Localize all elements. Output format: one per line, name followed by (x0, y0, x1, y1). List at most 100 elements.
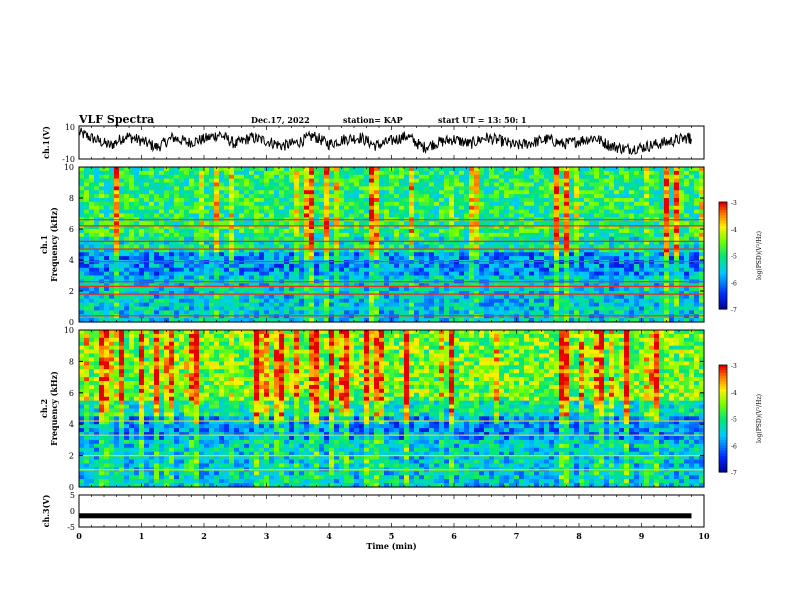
spectrogram-cell (389, 182, 395, 187)
spectrogram-cell (389, 248, 395, 253)
spectrogram-cell (134, 209, 140, 215)
spectrogram-cell (659, 213, 665, 218)
spectrogram-cell (534, 248, 540, 253)
spectrogram-cell (424, 291, 430, 296)
spectrogram-cell (274, 186, 280, 191)
spectrogram-cell (79, 267, 85, 273)
spectrogram-cell (299, 194, 305, 199)
spectrogram-cell (329, 182, 335, 187)
spectrogram-cell (559, 221, 565, 226)
spectrogram-cell (179, 306, 185, 311)
spectrogram-cell (314, 236, 320, 242)
spectrogram-cell (449, 267, 455, 273)
spectrogram-cell (424, 275, 430, 280)
spectrogram-cell (254, 236, 260, 242)
spectrogram-cell (529, 167, 535, 172)
spectrogram-cell (459, 205, 465, 211)
spectrogram-cell (569, 194, 575, 199)
spectrogram-cell (594, 205, 600, 211)
spectrogram-cell (634, 314, 640, 319)
spectrogram-cell (259, 252, 265, 257)
spectrogram-cell (624, 198, 630, 203)
spectrogram-cell (619, 287, 625, 292)
spectrogram-cell (654, 294, 660, 300)
spectrogram-cell (289, 201, 295, 207)
spectrogram-cell (634, 318, 640, 323)
spectrogram-cell (364, 198, 370, 203)
spectrogram-cell (654, 178, 660, 184)
spectrogram-cell (209, 318, 215, 323)
spectrogram-cell (214, 302, 220, 308)
spectrogram-cell (364, 244, 370, 249)
spectrogram-cell (334, 194, 340, 199)
spectrogram-cell (654, 205, 660, 211)
spectrogram-cell (274, 252, 280, 257)
spectrogram-cell (464, 244, 470, 249)
spectrogram-cell (349, 271, 355, 277)
spectrogram-cell (324, 190, 330, 195)
spectrogram-cell (494, 213, 500, 218)
spectrogram-cell (329, 205, 335, 211)
spectrogram-cell (524, 209, 530, 215)
spectrogram-cell (369, 275, 375, 280)
spectrogram-cell (219, 201, 225, 207)
spectrogram-cell (284, 225, 290, 230)
spectrogram-cell (94, 291, 100, 296)
spectrogram-cell (664, 314, 670, 319)
spectrogram-cell (79, 263, 85, 269)
spectrogram-cell (549, 275, 555, 280)
spectrogram-cell (249, 318, 255, 323)
spectrogram-cell (424, 248, 430, 253)
spectrogram-cell (494, 248, 500, 253)
spectrogram-cell (104, 186, 110, 191)
spectrogram-cell (549, 174, 555, 180)
spectrogram-cell (299, 167, 305, 172)
spectrogram-cell (394, 314, 400, 319)
spectrogram-cell (559, 194, 565, 199)
spectrogram-cell (344, 256, 350, 261)
spectrogram-cell (239, 263, 245, 269)
spectrogram-cell (184, 252, 190, 257)
spectrogram-cell (264, 267, 270, 273)
spectrogram-cell (409, 236, 415, 242)
spectrogram-cell (309, 275, 315, 280)
spectrogram-cell (374, 283, 380, 288)
spectrogram-cell (604, 240, 610, 246)
spectrogram-cell (149, 194, 155, 199)
spectrogram-cell (424, 170, 430, 176)
spectrogram-cell (674, 260, 680, 265)
spectrogram-cell (149, 267, 155, 273)
spectrogram-cell (359, 306, 365, 311)
spectrogram-cell (594, 314, 600, 319)
spectrogram-cell (419, 318, 425, 323)
spectrogram-cell (144, 201, 150, 207)
spectrogram-cell (469, 283, 475, 288)
spectrogram-cell (589, 298, 595, 304)
spectrogram-cell (539, 314, 545, 319)
spectrogram-cell (499, 283, 505, 288)
spectrogram-cell (574, 244, 580, 249)
spectrogram-cell (599, 221, 605, 226)
spectrogram-cell (589, 225, 595, 230)
spectrogram-cell (489, 178, 495, 184)
spectrogram-cell (444, 194, 450, 199)
spectrogram-cell (534, 294, 540, 300)
spectrogram-cell (359, 178, 365, 184)
spectrogram-cell (619, 201, 625, 207)
spectrogram-cell (354, 283, 360, 288)
spectrogram-cell (574, 190, 580, 195)
spectrogram-cell (459, 186, 465, 191)
spectrogram-cell (139, 306, 145, 311)
spectrogram-cell (149, 236, 155, 242)
spectrogram-cell (389, 205, 395, 211)
spectrogram-cell (219, 167, 225, 172)
spectrogram-cell (629, 232, 635, 238)
spectrogram-cell (454, 190, 460, 195)
spectrogram-cell (124, 314, 130, 319)
spectrogram-cell (419, 298, 425, 304)
spectrogram-cell (524, 260, 530, 265)
spectrogram-cell (179, 190, 185, 195)
spectrogram-cell (584, 240, 590, 246)
spectrogram-cell (224, 310, 230, 315)
spectrogram-cell (254, 194, 260, 199)
